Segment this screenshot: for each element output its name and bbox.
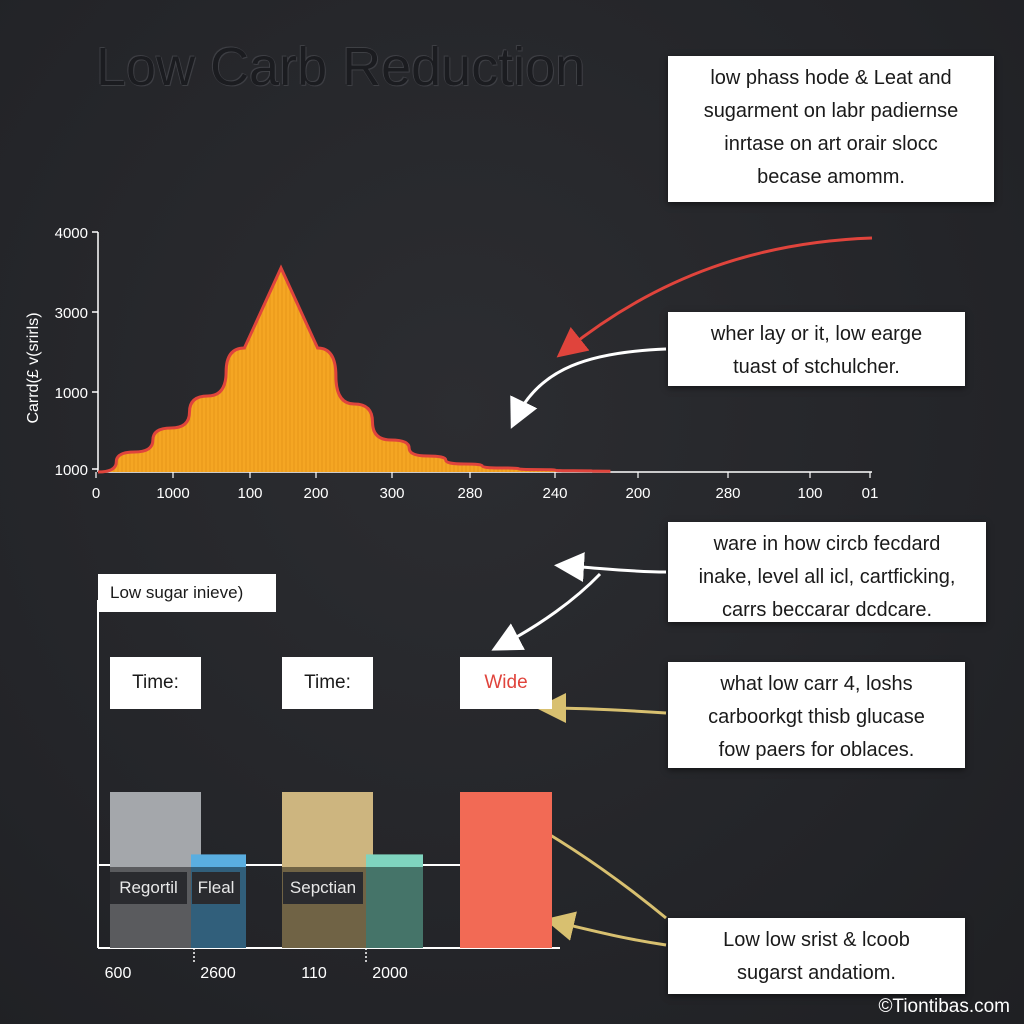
note-glucose-line: carboorkgt thisb glucase xyxy=(708,706,925,728)
note-lower-line: carrs beccarar dcdcare. xyxy=(721,599,933,621)
note-lower-line: ware in how circb fecdard xyxy=(713,533,941,555)
area-x-tick-label: 01 xyxy=(862,485,879,502)
bar-category-tag: Regortil xyxy=(110,872,187,904)
bar-category-tag: Sepctian xyxy=(283,872,363,904)
bar-x-tick-label: 2600 xyxy=(200,965,236,982)
note-glucose: what low carr 4, loshs carboorkgt thisb … xyxy=(668,662,965,768)
bar xyxy=(366,854,423,948)
area-y-tick-label: 1000 xyxy=(55,462,88,479)
area-y-tick-label: 1000 xyxy=(55,385,88,402)
area-x-tick-label: 240 xyxy=(542,485,567,502)
note-lower: ware in how circb fecdard inake, level a… xyxy=(668,522,986,622)
bar-lower-shade xyxy=(366,867,423,948)
area-x-tick-label: 200 xyxy=(625,485,650,502)
area-x-tick-label: 280 xyxy=(715,485,740,502)
area-y-axis-label: Carrd(£ v(srirls) xyxy=(25,312,42,423)
note-lower-line: inake, level all icl, cartficking, xyxy=(698,566,956,588)
area-x-tick-label: 100 xyxy=(237,485,262,502)
area-series-line xyxy=(97,264,611,474)
bar-category-tag: Fleal xyxy=(192,872,240,904)
arrow-white-to-legend xyxy=(554,552,667,583)
note-glucose-line: fow paers for oblaces. xyxy=(718,739,915,761)
note-bottom-line: Low low srist & lcoob xyxy=(723,929,910,951)
note-top-line: low phass hode & Leat and xyxy=(710,67,952,89)
area-x-tick-label: 280 xyxy=(457,485,482,502)
area-y-tick-label: 3000 xyxy=(55,305,88,322)
bar-x-tick-label: 600 xyxy=(105,965,132,982)
note-bottom: Low low srist & lcoob sugarst andatiom. xyxy=(668,918,965,994)
bar xyxy=(110,792,201,948)
bar-group-header: Time: xyxy=(282,657,373,709)
note-bottom-line: sugarst andatiom. xyxy=(737,962,896,984)
bar xyxy=(460,792,552,948)
bar-x-tick-label: 2000 xyxy=(372,965,408,982)
copyright-text: ©Tiontibas.com xyxy=(878,996,1010,1017)
area-y-tick-label: 4000 xyxy=(55,225,88,242)
note-glucose-line: what low carr 4, loshs xyxy=(720,673,913,695)
bar-x-tick-label: 110 xyxy=(301,965,327,982)
note-top-line: becase amomm. xyxy=(757,166,905,188)
bar xyxy=(282,792,373,948)
area-x-tick-label: 0 xyxy=(92,485,100,502)
area-x-tick-label: 100 xyxy=(797,485,822,502)
note-middle-line: tuast of stchulcher. xyxy=(733,356,900,378)
note-top: low phass hode & Leat and sugarment on l… xyxy=(668,56,994,202)
note-top-line: inrtase on art orair slocc xyxy=(724,133,938,155)
page-title: Low Carb Reduction xyxy=(96,37,586,97)
area-x-tick-label: 300 xyxy=(379,485,404,502)
bar-group-header: Time: xyxy=(110,657,201,709)
area-x-tick-label: 200 xyxy=(303,485,328,502)
bar-chart-legend: Low sugar inieve) xyxy=(98,574,276,612)
bar-group-header: Wide xyxy=(460,657,552,709)
area-x-tick-label: 1000 xyxy=(156,485,189,502)
note-top-line: sugarment on labr padiernse xyxy=(703,100,959,122)
